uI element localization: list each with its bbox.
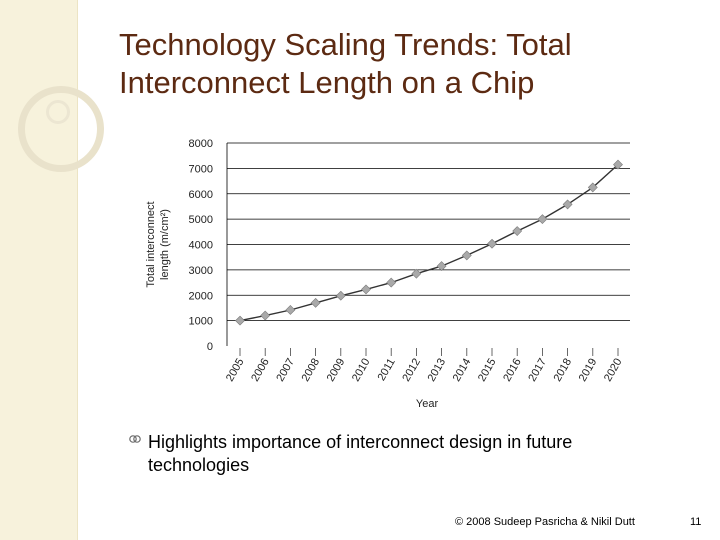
- y-tick-label: 6000: [189, 189, 213, 201]
- y-tick-label: 7000: [189, 163, 213, 175]
- x-tick-label: 2011: [376, 357, 398, 383]
- title-line-2: Interconnect Length on a Chip: [119, 65, 535, 100]
- y-tick-label: 4000: [189, 240, 213, 252]
- x-tick-label: 2009: [325, 357, 348, 384]
- title-line-1: Technology Scaling Trends: Total: [119, 27, 572, 62]
- y-tick-label: 3000: [189, 265, 213, 277]
- side-divider: [77, 0, 78, 540]
- series-line: [239, 164, 619, 322]
- x-tick-label: 2013: [426, 357, 449, 384]
- data-point: [310, 297, 321, 308]
- x-tick-label: 2017: [526, 357, 549, 384]
- data-point: [260, 310, 271, 321]
- bullet-icon: [129, 435, 141, 443]
- y-axis-title-line-1: Total interconnect: [145, 201, 157, 287]
- slide-title: Technology Scaling Trends: Total Interco…: [119, 26, 699, 102]
- data-point: [235, 315, 245, 326]
- data-point: [386, 277, 397, 288]
- data-point: [487, 238, 497, 249]
- x-tick-label: 2007: [274, 357, 297, 384]
- x-axis-title: Year: [416, 398, 439, 410]
- x-tick-label: 2006: [249, 357, 272, 384]
- data-point: [461, 250, 472, 261]
- x-tick-label: 2012: [400, 357, 423, 384]
- data-point: [587, 182, 598, 193]
- data-point: [335, 290, 346, 301]
- data-point: [436, 261, 447, 271]
- footer-copyright: © 2008 Sudeep Pasricha & Nikil Dutt: [455, 516, 635, 528]
- x-tick-label: 2014: [451, 357, 474, 384]
- bullet-text: Highlights importance of interconnect de…: [148, 432, 573, 475]
- y-tick-label: 1000: [189, 316, 213, 328]
- x-tick-label: 2018: [552, 357, 575, 384]
- decorative-ring-small: [46, 100, 70, 124]
- y-tick-label: 0: [207, 341, 213, 353]
- decorative-ring: [18, 86, 104, 172]
- data-point: [411, 268, 422, 279]
- x-tick-label: 2008: [300, 357, 323, 384]
- data-point: [285, 305, 296, 315]
- x-tick-label: 2020: [602, 357, 625, 384]
- data-point: [512, 226, 523, 236]
- y-tick-label: 5000: [189, 214, 213, 226]
- x-tick-label: 2019: [577, 357, 600, 384]
- data-point: [361, 284, 371, 295]
- y-axis-title-line-2: length (m/cm²): [159, 209, 171, 280]
- x-tick-label: 2016: [501, 357, 524, 384]
- data-point: [562, 199, 573, 210]
- side-band: [0, 0, 77, 540]
- x-tick-label: 2010: [350, 357, 373, 384]
- page-number: 11: [690, 516, 702, 528]
- data-point: [613, 159, 623, 170]
- y-tick-label: 8000: [189, 138, 213, 150]
- data-point: [537, 214, 548, 225]
- y-tick-label: 2000: [189, 290, 213, 302]
- x-tick-label: 2015: [476, 357, 499, 384]
- x-tick-label: 2005: [224, 357, 247, 384]
